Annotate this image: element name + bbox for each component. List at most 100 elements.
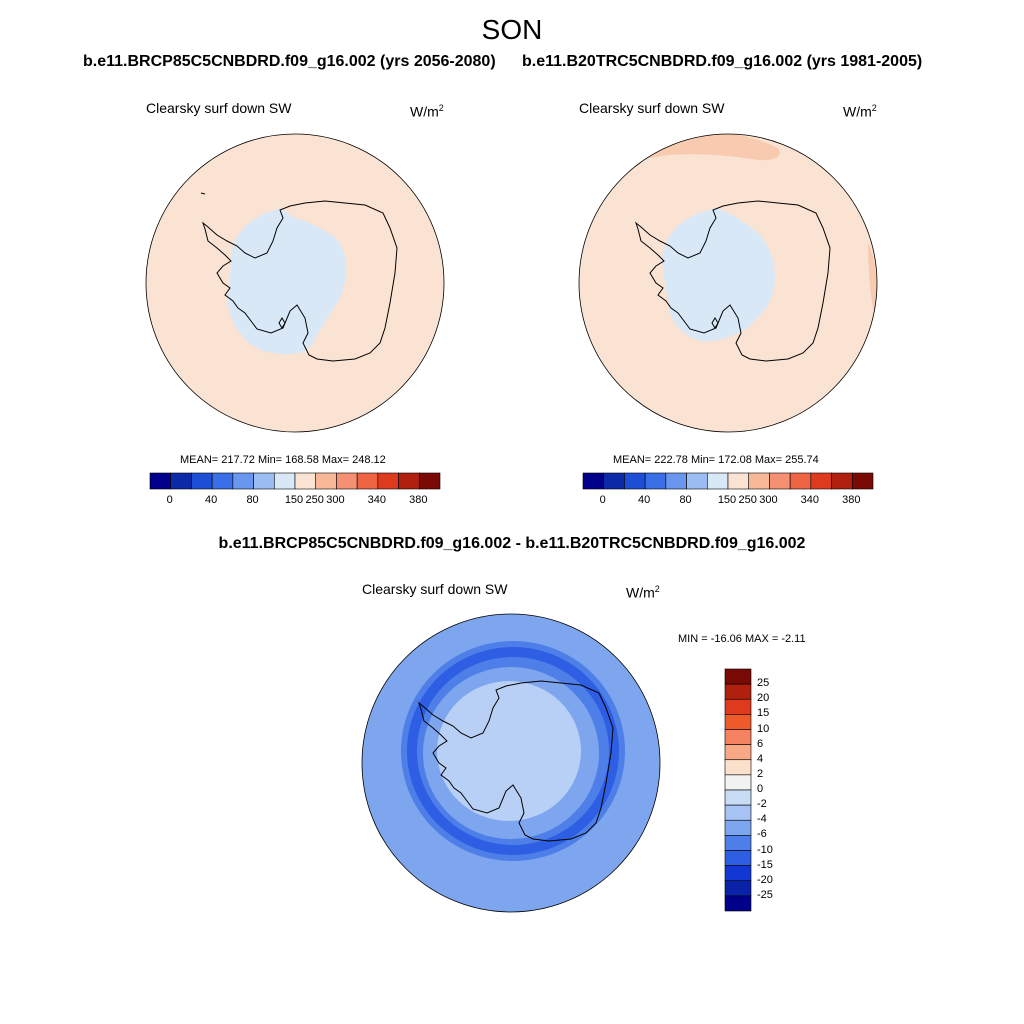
colorbar-swatch [211, 472, 234, 490]
diff-colorbar-swatch [724, 714, 752, 730]
diff-polar-map [361, 613, 661, 913]
diff-colorbar-label: 20 [757, 692, 770, 705]
diff-colorbar-label: 10 [757, 722, 770, 735]
diff-colorbar-swatch [724, 804, 752, 821]
diff-map-border [361, 613, 661, 913]
colorbar-tick-label: 150 [284, 494, 304, 506]
colorbar-swatch [398, 472, 420, 490]
diff-colorbar-label: -4 [757, 813, 767, 826]
colorbar-swatch [748, 472, 770, 490]
diff-title: b.e11.BRCP85C5CNBDRD.f09_g16.002 - b.e11… [218, 535, 806, 552]
right-map-border [578, 133, 878, 433]
colorbar-swatch [377, 472, 399, 490]
right-unit-label: W/m2 [843, 103, 877, 120]
diff-colorbar-swatch [724, 850, 752, 866]
diff-colorbar-swatch [724, 774, 752, 791]
diff-colorbar-swatch [724, 683, 752, 700]
colorbar-swatch [418, 472, 441, 490]
colorbar-swatch [727, 472, 750, 490]
colorbar-tick-label: 300 [759, 494, 778, 506]
right-island-outline [711, 317, 719, 329]
diff-inner-field [437, 681, 581, 821]
left-ice-field [227, 208, 347, 355]
colorbar-tick-label: 40 [205, 494, 218, 506]
season-title: SON [481, 14, 543, 45]
diff-colorbar-label: -10 [757, 843, 773, 856]
run-title-left: b.e11.BRCP85C5CNBDRD.f09_g16.002 (yrs 20… [83, 53, 496, 70]
left-map-border [145, 133, 445, 433]
colorbar-tick-label: 40 [638, 494, 651, 506]
diff-colorbar-label: -20 [757, 873, 773, 886]
diff-colorbar-swatch [724, 789, 752, 806]
colorbar-tick-label: 80 [246, 494, 259, 506]
colorbar-swatch [789, 472, 812, 490]
colorbar-tick-label: 340 [367, 494, 387, 506]
colorbar-swatch [170, 472, 192, 490]
diff-colorbar-label: -6 [757, 828, 767, 841]
left-antarctica-coastline [201, 200, 398, 362]
diff-colorbar-swatch [724, 865, 752, 882]
diff-colorbar-label: 0 [757, 783, 764, 795]
colorbar-tick-label: 0 [599, 494, 606, 506]
right-ice-field [662, 208, 775, 342]
colorbar-swatch [232, 472, 254, 490]
left-unit-label: W/m2 [410, 103, 444, 120]
colorbar-tick-label: 0 [166, 494, 173, 506]
diff-colorbar-label: 6 [757, 737, 764, 750]
diff-colorbar-swatch [724, 759, 752, 776]
colorbar-swatch [665, 472, 687, 490]
colorbar-swatch [686, 472, 708, 490]
diff-colorbar-label: 15 [757, 707, 770, 720]
right-colorbar [582, 472, 874, 490]
diff-colorbar-label: -2 [757, 798, 767, 811]
colorbar-swatch [294, 472, 317, 490]
left-island-outline-2 [278, 317, 286, 329]
colorbar-tick-label: 80 [679, 494, 692, 506]
diff-unit-label: W/m2 [626, 584, 660, 601]
diff-variable-label: Clearsky surf down SW [362, 581, 508, 597]
colorbar-tick-label: 250 [738, 494, 757, 506]
left-polar-map [145, 133, 445, 433]
diff-colorbar-swatch [724, 895, 752, 912]
left-variable-label: Clearsky surf down SW [146, 100, 292, 116]
diff-colorbar-swatch [724, 668, 752, 685]
colorbar-tick-label: 380 [842, 494, 861, 506]
diff-colorbar-swatch [724, 880, 752, 897]
colorbar-tick-label: 340 [800, 494, 820, 506]
colorbar-swatch [706, 472, 729, 490]
colorbar-tick-label: 380 [409, 494, 428, 506]
diff-colorbar-swatch [724, 744, 752, 761]
diff-colorbar-label: 2 [757, 767, 764, 780]
right-antarctica-coastline [634, 200, 831, 362]
colorbar-swatch [356, 472, 379, 490]
diff-colorbar-label: -15 [757, 858, 773, 871]
colorbar-swatch [149, 472, 172, 490]
diff-antarctica-coastline [417, 680, 614, 842]
colorbar-swatch [603, 472, 625, 490]
right-polar-map [578, 133, 878, 433]
colorbar-swatch [253, 472, 275, 490]
diff-colorbar-swatch [724, 729, 752, 745]
run-title-right: b.e11.B20TRC5CNBDRD.f09_g16.002 (yrs 198… [522, 53, 923, 70]
colorbar-tick-label: 150 [717, 494, 737, 506]
colorbar-swatch [644, 472, 667, 490]
colorbar-swatch [336, 472, 358, 490]
diff-colorbar-label: 4 [757, 752, 764, 765]
colorbar-swatch [810, 472, 832, 490]
left-island-outline [200, 192, 206, 195]
colorbar-swatch [191, 472, 213, 490]
right-variable-label: Clearsky surf down SW [579, 100, 725, 116]
diff-minmax-stats: MIN = -16.06 MAX = -2.11 [678, 633, 806, 645]
right-edge-field-2 [868, 243, 877, 313]
left-mean-stats: MEAN= 217.72 Min= 168.58 Max= 248.12 [180, 454, 386, 466]
colorbar-swatch [851, 472, 874, 490]
colorbar-swatch [582, 472, 605, 490]
diff-colorbar [724, 668, 752, 912]
colorbar-swatch [831, 472, 853, 490]
colorbar-swatch [273, 472, 296, 490]
left-colorbar [149, 472, 441, 490]
diff-colorbar-label: -25 [757, 888, 773, 901]
colorbar-swatch [624, 472, 646, 490]
colorbar-tick-label: 300 [326, 494, 345, 506]
colorbar-tick-label: 250 [305, 494, 324, 506]
